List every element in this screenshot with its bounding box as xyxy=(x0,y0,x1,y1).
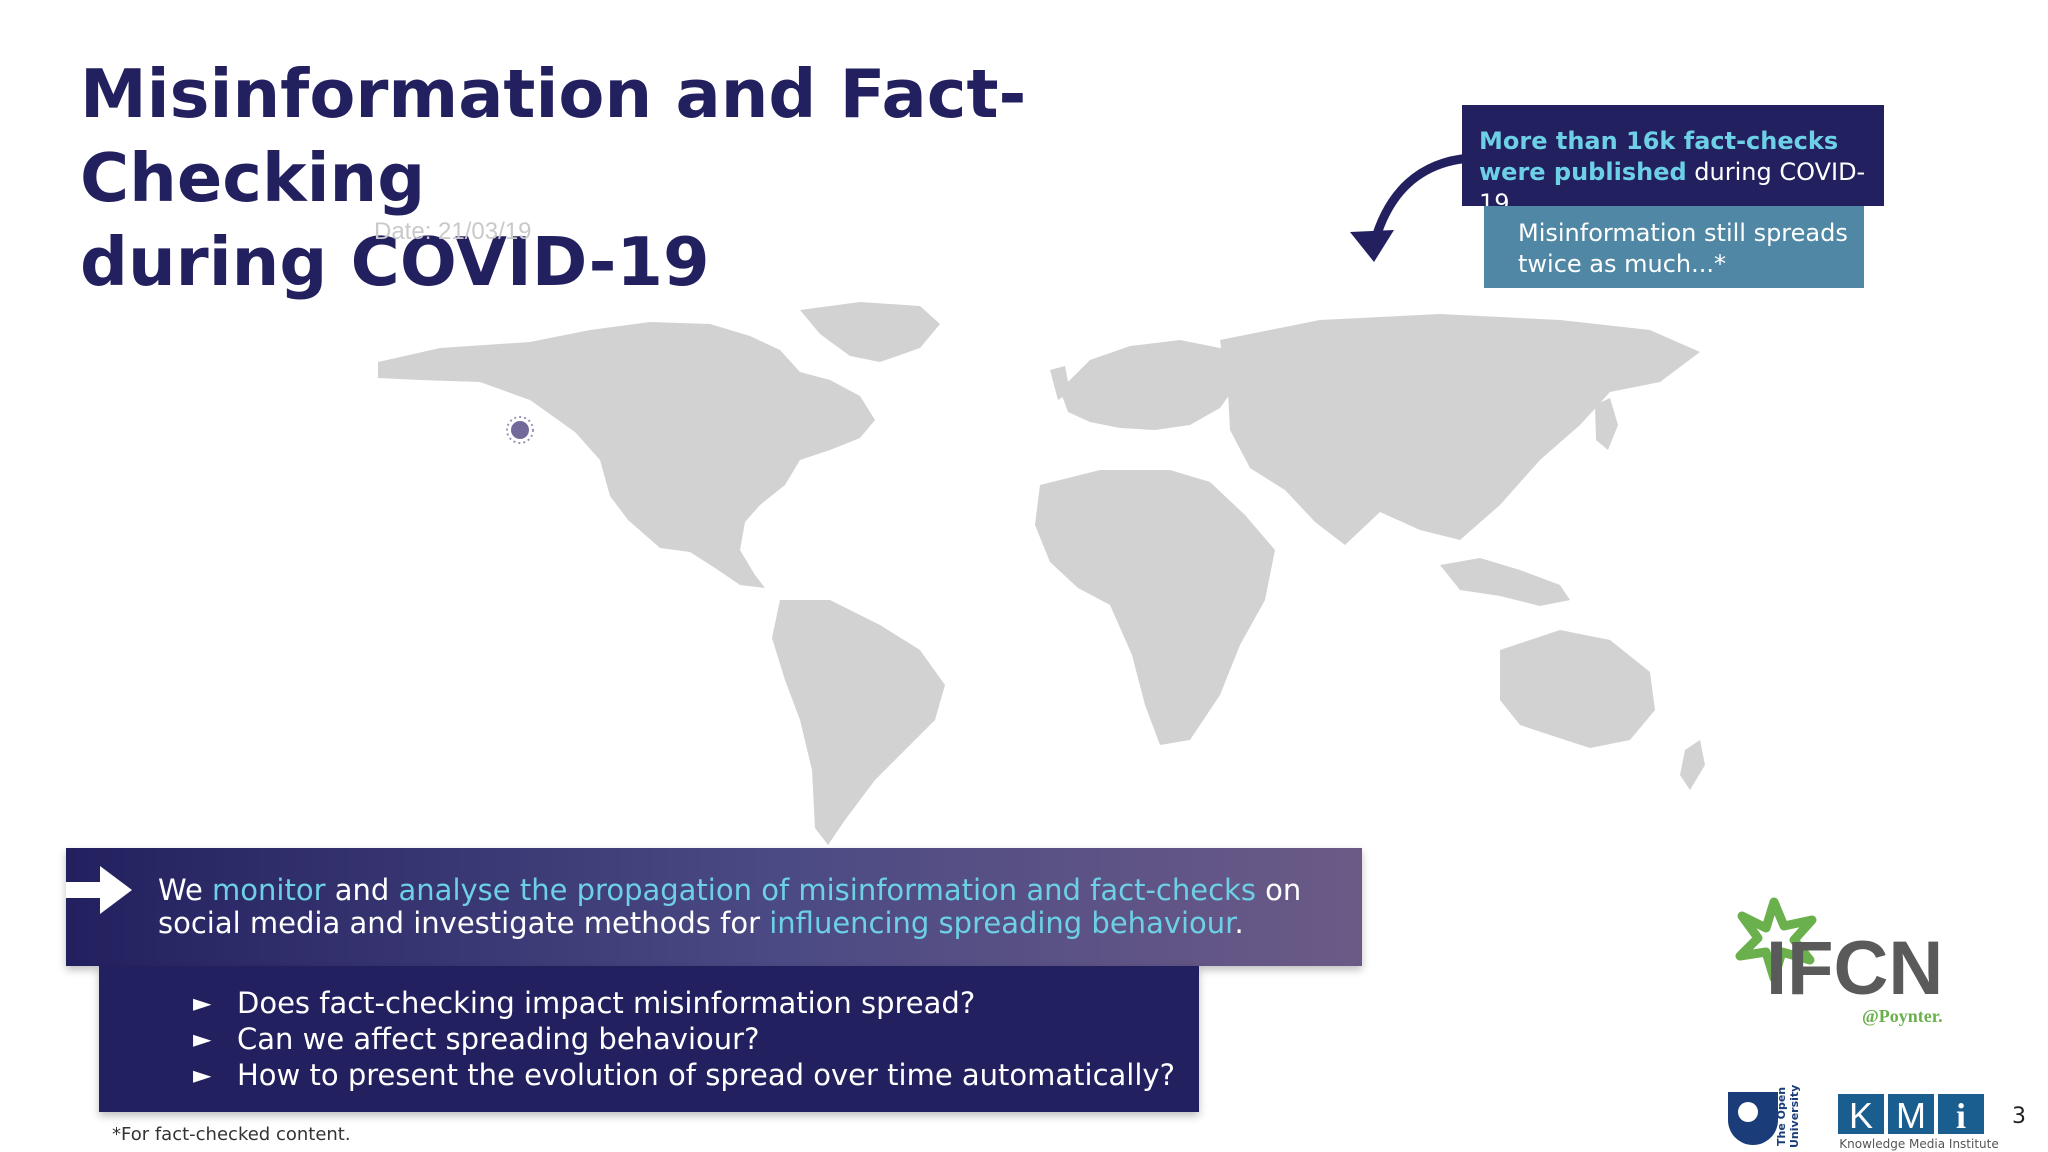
spread-line-1: Misinformation still spreads xyxy=(1518,219,1848,247)
question-text: Does fact-checking impact misinformation… xyxy=(237,986,976,1020)
uk-landmass xyxy=(1050,366,1070,400)
kmi-subtitle: Knowledge Media Institute xyxy=(1839,1137,1999,1151)
north-america-landmass xyxy=(378,322,875,588)
banner-highlight: analyse the propagation of misinformatio… xyxy=(398,873,1256,907)
misinformation-spread-box: Misinformation still spreads twice as mu… xyxy=(1484,206,1864,288)
open-university-wordmark: The Open University xyxy=(1775,1084,1801,1148)
australia-landmass xyxy=(1500,630,1655,748)
question-item: ► How to present the evolution of spread… xyxy=(193,1057,1199,1093)
question-text: Can we affect spreading behaviour? xyxy=(237,1022,760,1056)
africa-landmass xyxy=(1035,470,1275,745)
new-zealand-landmass xyxy=(1680,740,1705,790)
question-item: ► Can we affect spreading behaviour? xyxy=(193,1021,1199,1057)
europe-landmass xyxy=(1060,340,1240,430)
ifcn-wordmark: IFCN xyxy=(1766,926,1943,1011)
question-text: How to present the evolution of spread o… xyxy=(237,1058,1175,1092)
ifcn-logo: IFCN @Poynter. xyxy=(1735,897,1943,1026)
outbreak-marker xyxy=(511,421,529,439)
open-university-logo xyxy=(1728,1092,1778,1145)
svg-text:K: K xyxy=(1849,1095,1873,1136)
map-date-label: Date: 21/03/19 xyxy=(374,218,532,245)
kmi-logo: K M i xyxy=(1838,1094,1984,1136)
title-line-2: during COVID-19 xyxy=(80,223,710,301)
mission-banner: We monitor and analyse the propagation o… xyxy=(66,848,1362,966)
svg-text:M: M xyxy=(1896,1095,1926,1136)
outbreak-marker-halo xyxy=(506,416,534,444)
banner-text-part: and xyxy=(325,873,399,907)
bullet-arrow-icon: ► xyxy=(193,1061,212,1089)
bullet-arrow-icon: ► xyxy=(193,1025,212,1053)
south-america-landmass xyxy=(772,600,945,845)
mission-statement: We monitor and analyse the propagation o… xyxy=(158,874,1348,940)
banner-text-part: . xyxy=(1234,906,1244,940)
title-line-1: Misinformation and Fact-Checking xyxy=(80,55,1027,217)
ifcn-poynter-text: @Poynter. xyxy=(1862,1006,1943,1026)
world-map xyxy=(378,302,1705,845)
southeast-asia-islands xyxy=(1440,558,1570,606)
asia-landmass xyxy=(1220,314,1700,545)
greenland-landmass xyxy=(800,302,940,362)
research-questions: ► Does fact-checking impact misinformati… xyxy=(99,966,1199,1112)
right-arrow-icon xyxy=(66,866,132,914)
callout-arrow-icon xyxy=(1350,153,1475,262)
japan-landmass xyxy=(1595,398,1618,450)
footnote: *For fact-checked content. xyxy=(112,1124,351,1145)
slide-title: Misinformation and Fact-Checking during … xyxy=(80,52,1220,304)
page-number: 3 xyxy=(2012,1104,2026,1129)
question-item: ► Does fact-checking impact misinformati… xyxy=(193,985,1199,1021)
banner-text-part: on social media and investigate methods … xyxy=(158,873,1302,940)
stat-highlight: More than 16k fact-checks were published xyxy=(1479,127,1839,186)
fact-check-stat-box: More than 16k fact-checks were published… xyxy=(1462,105,1884,217)
banner-text-part: We xyxy=(158,873,213,907)
banner-highlight: monitor xyxy=(212,873,326,907)
bullet-arrow-icon: ► xyxy=(193,989,212,1017)
banner-highlight: influencing spreading behaviour xyxy=(769,906,1235,940)
svg-text:i: i xyxy=(1956,1096,1966,1136)
spread-line-2: twice as much...* xyxy=(1518,250,1727,278)
